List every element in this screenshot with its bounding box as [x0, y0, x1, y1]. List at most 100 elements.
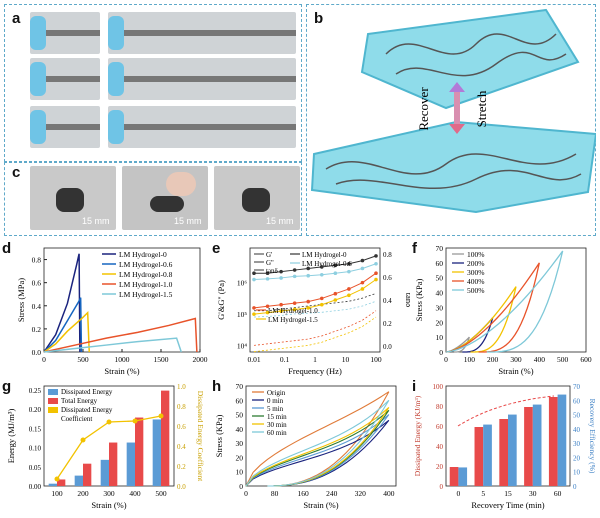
- i-xtick-label: 60: [554, 489, 562, 498]
- d-ytick-label: 0.4: [32, 302, 42, 311]
- g-bar: [152, 419, 161, 486]
- glove: [30, 62, 46, 96]
- g-y2tick-label: 0.2: [177, 463, 186, 471]
- stretch-label: Stretch: [474, 90, 489, 127]
- g-coef-point: [80, 437, 86, 443]
- g-ytick-label: 0.10: [29, 445, 42, 453]
- g-legend-swatch: [48, 389, 58, 395]
- f-ytick-label: 40: [436, 289, 444, 298]
- i-xtick-label: 30: [529, 489, 537, 498]
- i-bar-efficiency: [532, 404, 542, 486]
- e-xtick-label: 0.1: [280, 355, 290, 364]
- photo-c2: 15 mm: [122, 166, 208, 230]
- f-loop: [445, 262, 540, 353]
- scale-bar-3: 15 mm: [266, 216, 294, 226]
- panel-h-label: h: [212, 378, 222, 395]
- chart-f: 0 100 200 300 400 500 600 0 10 20 30 40 50 60 70 Strain…: [414, 244, 592, 376]
- e-legend-marker-label: G'': [266, 259, 274, 267]
- d-ylabel: Stress (MPa): [16, 278, 26, 322]
- e-tan-line: [253, 310, 377, 346]
- h-ytick-label: 40: [236, 425, 244, 434]
- stretch-photo-2-1: [30, 58, 100, 100]
- i-bar-efficiency: [458, 467, 468, 486]
- i-ytick-label: 80: [436, 403, 444, 411]
- h-ytick-label: 30: [236, 439, 244, 448]
- e-legend-marker-label: G': [266, 251, 272, 259]
- glove: [108, 16, 124, 50]
- d-xtick-label: 0: [42, 355, 46, 364]
- h-legend-label: 60 min: [267, 429, 287, 437]
- f-ytick-label: 70: [436, 244, 444, 253]
- i-xtick-label: 15: [504, 489, 512, 498]
- panel-b-label: b: [314, 10, 324, 27]
- e-point: [279, 309, 283, 313]
- e-y2tick-label: 0.4: [383, 297, 392, 305]
- g-legend-label: Dissipated Energy: [61, 406, 113, 414]
- panel-g-label: g: [2, 378, 12, 395]
- e-tan-line: [254, 293, 377, 312]
- f-loop: [445, 250, 564, 353]
- i-xlabel: Recovery Time (min): [471, 500, 544, 510]
- d-series-line: [43, 253, 81, 353]
- d-series-line: [43, 337, 182, 353]
- i-bar-energy: [499, 419, 508, 486]
- h-xtick-label: 240: [326, 489, 338, 498]
- i-y2tick-label: 60: [573, 397, 581, 405]
- d-xlabel: Strain (%): [104, 366, 139, 376]
- h-xtick-label: 160: [298, 489, 310, 498]
- glove: [30, 16, 46, 50]
- h-ytick-label: 10: [236, 468, 244, 477]
- f-ytick-label: 0: [439, 348, 443, 357]
- h-legend-label: 5 min: [267, 405, 284, 413]
- e-point: [292, 268, 297, 272]
- g-y2tick-label: 0.4: [177, 443, 186, 451]
- g-ytick-label: 0.05: [29, 464, 42, 472]
- g-coef-point: [158, 413, 164, 419]
- e-point: [265, 310, 270, 315]
- g-bar: [109, 442, 118, 486]
- arrow-up-head: [449, 82, 465, 92]
- i-ytick-label: 0: [440, 483, 444, 491]
- h-loop: [245, 391, 390, 487]
- g-bar: [48, 483, 57, 486]
- photo-c3: 15 mm: [214, 166, 300, 230]
- i-bar-energy: [524, 407, 533, 486]
- e-point: [279, 302, 283, 307]
- d-xtick-label: 1000: [115, 355, 130, 364]
- i-xtick-label: 5: [481, 489, 485, 498]
- g-y2tick-label: 1.0: [177, 383, 186, 391]
- g-y2tick-label: 0.0: [177, 483, 186, 491]
- i-bar-efficiency: [557, 394, 567, 486]
- e-point: [347, 293, 351, 298]
- f-xlabel: Strain (%): [498, 366, 533, 376]
- e-point: [374, 271, 378, 276]
- stretch-photo-3-1: [30, 106, 100, 148]
- e-y2tick-label: 0.2: [383, 320, 392, 328]
- h-xtick-label: 400: [383, 489, 395, 498]
- h-ytick-label: 20: [236, 453, 244, 462]
- e-ytick-label: 10⁵: [237, 310, 248, 319]
- d-xtick-label: 2000: [193, 355, 208, 364]
- panel-c-label: c: [12, 164, 21, 181]
- f-xtick-label: 300: [510, 355, 522, 364]
- h-legend-label: 15 min: [267, 413, 287, 421]
- e-point: [306, 266, 311, 271]
- recover-label: Recover: [416, 87, 431, 131]
- g-xtick-label: 300: [103, 489, 115, 498]
- g-xlabel: Strain (%): [91, 500, 126, 510]
- h-xtick-label: 320: [355, 489, 367, 498]
- gel-strip: [30, 124, 100, 130]
- panel-a-label: a: [12, 10, 21, 27]
- i-y2tick-label: 40: [573, 426, 581, 434]
- panel-e-label: e: [212, 240, 221, 257]
- i-bar-energy: [548, 397, 558, 486]
- chart-d: 0 500 1000 1500 2000 0.0 0.2 0.4 0.6 0.8 Strain (%…: [16, 247, 208, 376]
- i-y2tick-label: 50: [573, 412, 581, 420]
- glove: [108, 62, 124, 96]
- e-point: [319, 302, 324, 307]
- d-ytick-label: 0.2: [32, 325, 42, 334]
- gel-strip: [108, 124, 296, 130]
- d-legend-label: LM Hydrogel-0.8: [119, 270, 173, 279]
- h-xtick-label: 0: [244, 489, 248, 498]
- polymer-chains-bottom: [325, 153, 582, 189]
